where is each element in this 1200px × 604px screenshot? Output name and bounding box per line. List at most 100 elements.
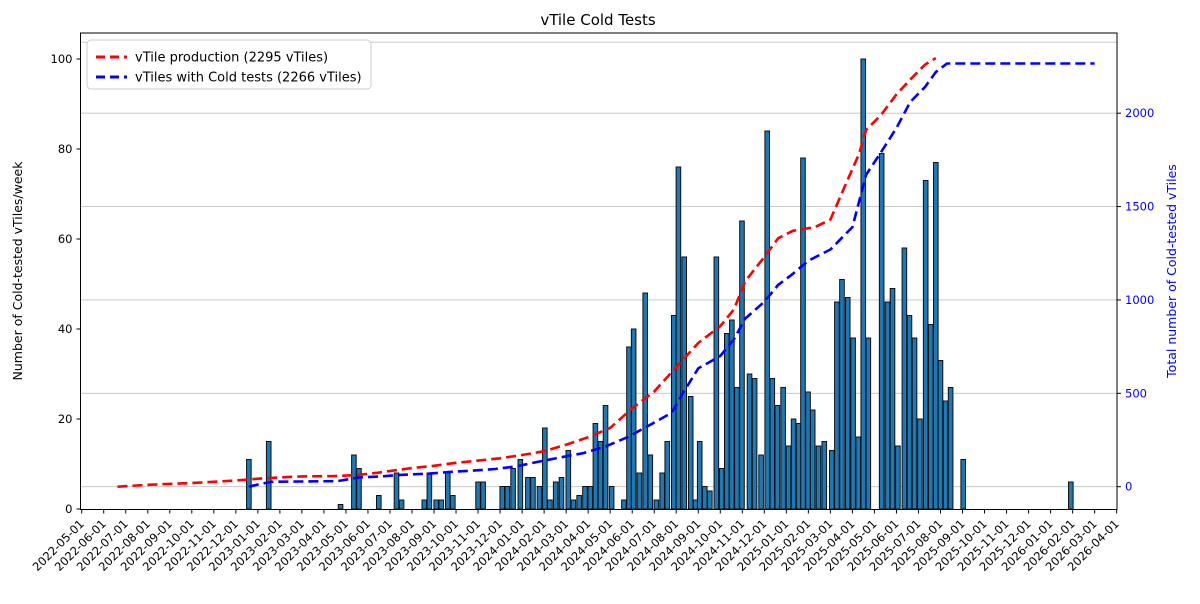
- bar: [865, 337, 872, 510]
- bar: [597, 441, 604, 510]
- bar: [438, 499, 445, 510]
- bar: [647, 454, 654, 510]
- bar: [696, 441, 703, 510]
- bar: [558, 477, 565, 510]
- bar: [933, 162, 939, 510]
- bar: [576, 495, 582, 510]
- bar: [444, 472, 451, 510]
- bar: [701, 486, 708, 510]
- bar: [659, 472, 665, 510]
- gridlines: [80, 41, 1117, 488]
- right-tick-label: 2000: [1125, 106, 1154, 120]
- bar: [265, 441, 272, 510]
- bar: [398, 499, 405, 510]
- bar: [746, 373, 753, 510]
- bar: [536, 486, 543, 510]
- bar: [844, 297, 851, 510]
- chart-plot-area: 2022-05-012022-06-012022-07-012022-08-01…: [30, 41, 1154, 574]
- bar: [608, 486, 615, 510]
- bar: [480, 481, 486, 510]
- bar: [621, 499, 627, 510]
- bar: [393, 472, 400, 510]
- legend-box: [86, 39, 372, 90]
- bar: [785, 445, 792, 510]
- bar: [855, 436, 861, 510]
- bar: [246, 459, 252, 510]
- bar: [1068, 481, 1074, 510]
- bar: [687, 396, 694, 510]
- production-line: [117, 56, 937, 488]
- chart-title: vTile Cold Tests: [540, 11, 656, 29]
- bar: [839, 279, 845, 510]
- bar: [376, 495, 382, 510]
- bar: [764, 130, 771, 510]
- bar: [942, 400, 949, 510]
- bar: [834, 301, 840, 510]
- bar: [960, 459, 967, 510]
- bar: [530, 477, 536, 510]
- bar: [552, 481, 559, 510]
- bar: [653, 499, 660, 510]
- right-tick-label: 1500: [1125, 200, 1154, 214]
- bar: [426, 472, 433, 510]
- bar: [800, 157, 806, 510]
- plot-frame: [80, 32, 1118, 510]
- bar: [542, 427, 548, 510]
- bar: [850, 337, 856, 510]
- bar: [664, 441, 671, 510]
- bar: [809, 409, 816, 510]
- left-tick-label: 40: [58, 322, 73, 336]
- bar: [504, 486, 511, 510]
- weekly-bars: [246, 58, 1074, 510]
- bar: [570, 499, 577, 510]
- bar: [475, 481, 481, 510]
- bar: [815, 445, 822, 510]
- bar: [499, 486, 506, 510]
- bar: [805, 391, 811, 510]
- bar: [351, 454, 357, 510]
- right-tick-label: 500: [1125, 386, 1147, 400]
- bar: [582, 486, 588, 510]
- bar: [947, 387, 954, 510]
- bar: [751, 378, 758, 510]
- bar: [587, 486, 594, 510]
- bar: [421, 499, 428, 510]
- bar: [525, 477, 531, 510]
- bar: [758, 454, 764, 510]
- bar: [906, 315, 913, 510]
- cold-tests-line: [248, 62, 1095, 488]
- bar: [718, 468, 725, 510]
- bar: [927, 324, 934, 510]
- x-axis-ticks: 2022-05-012022-06-012022-07-012022-08-01…: [30, 509, 1122, 574]
- bar: [790, 418, 797, 510]
- left-tick-label: 20: [58, 412, 73, 426]
- bar: [626, 346, 632, 510]
- left-axis-ticks: 0 20 40 60 80 100: [51, 52, 81, 516]
- bar: [895, 445, 901, 510]
- bar: [917, 418, 923, 510]
- bar: [592, 423, 599, 510]
- bar: [734, 387, 740, 510]
- bar: [681, 256, 687, 510]
- bar: [922, 180, 929, 510]
- left-tick-label: 60: [58, 232, 73, 246]
- bar: [510, 468, 516, 510]
- bar: [450, 495, 456, 510]
- bar: [884, 301, 891, 510]
- right-tick-label: 1000: [1125, 293, 1154, 307]
- bar: [739, 220, 745, 510]
- bar: [889, 288, 896, 510]
- bar: [937, 360, 944, 510]
- left-tick-label: 80: [58, 142, 73, 156]
- bar: [821, 441, 828, 510]
- bar: [547, 499, 553, 510]
- bar: [602, 405, 609, 510]
- bar: [675, 166, 682, 510]
- left-tick-label: 100: [51, 52, 73, 66]
- bar: [337, 504, 344, 510]
- bar: [729, 319, 735, 510]
- bar: [636, 472, 643, 510]
- right-axis-ticks: 0 500 1000 1500 2000: [1117, 106, 1154, 494]
